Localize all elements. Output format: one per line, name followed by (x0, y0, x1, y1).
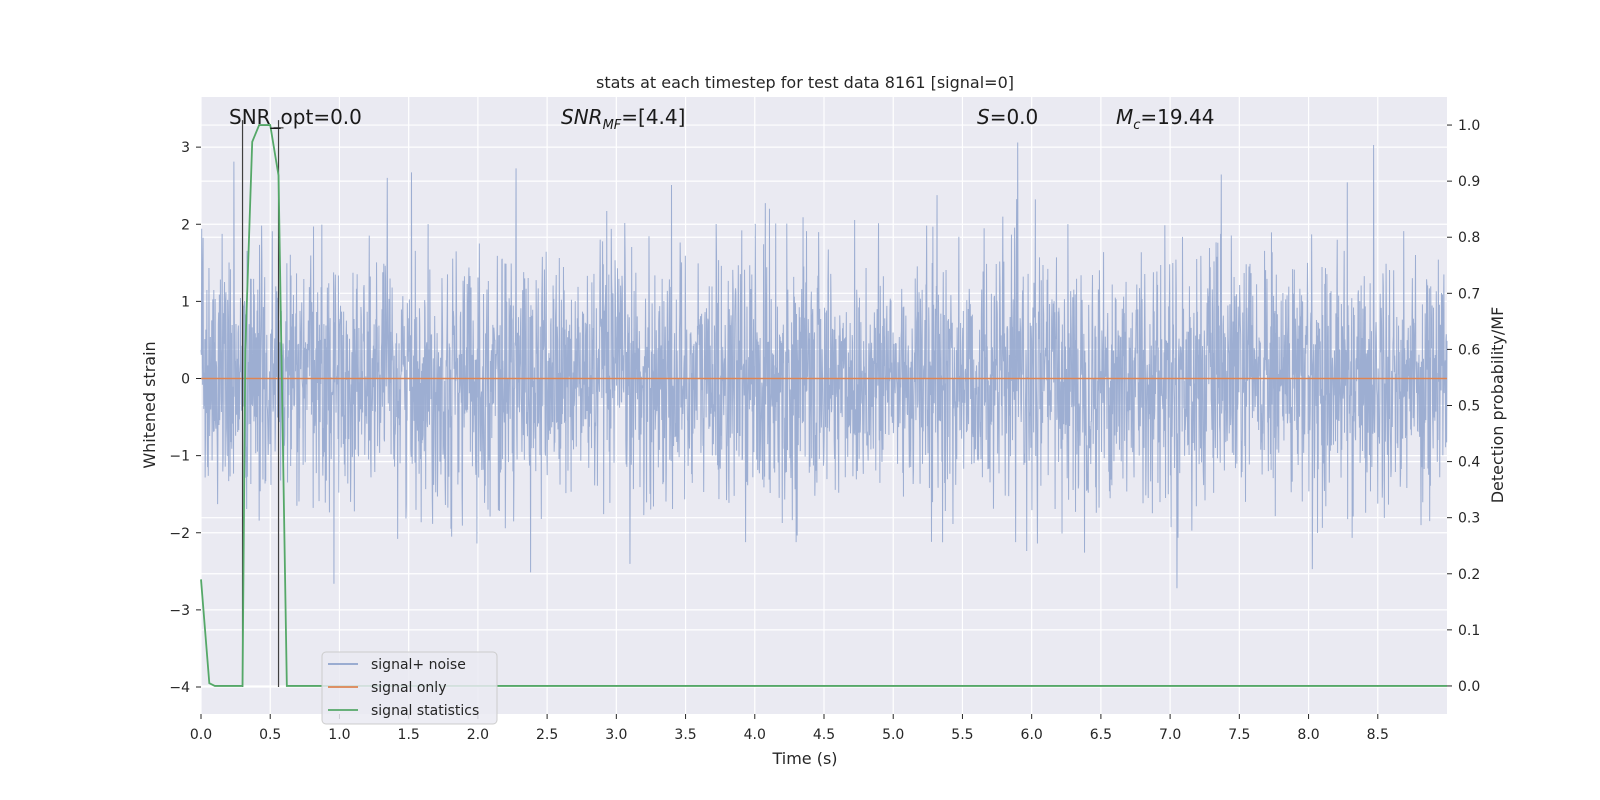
annotation-snr-mf: SNRMF=[4.4] (561, 105, 685, 133)
y-axis-left-ticks: 3 2 1 0 −1 −2 −3 −4 (169, 140, 201, 696)
x-tick-label-7.5: 7.5 (1228, 727, 1250, 743)
y-left-tick-label--3: −3 (169, 603, 190, 619)
y-left-tick-label-2: 2 (181, 217, 190, 233)
y-right-tick-label-0.4: 0.4 (1458, 455, 1480, 471)
annotation-mc: Mc=19.44 (1116, 105, 1214, 133)
x-tick-label-7.0: 7.0 (1159, 727, 1181, 743)
annotation-mc-value: =19.44 (1140, 105, 1214, 129)
x-tick-label-6.0: 6.0 (1021, 727, 1043, 743)
x-tick-label-4.5: 4.5 (813, 727, 835, 743)
x-tick-label-2.5: 2.5 (536, 727, 558, 743)
x-tick-label-5.5: 5.5 (951, 727, 973, 743)
x-tick-label-8.5: 8.5 (1367, 727, 1389, 743)
x-axis-ticks: 0.0 0.5 1.0 1.5 2.0 2.5 3.0 3.5 4.0 4.5 5.0 5.5 6.0 6… (190, 714, 1389, 743)
y-left-tick-label-0: 0 (181, 372, 190, 388)
annotation-snr-mf-value: =[4.4] (621, 105, 685, 129)
y-axis-right-ticks: 1.0 0.9 0.8 0.7 0.6 0.5 0.4 0.3 0.2 0.1 0.0 (1447, 118, 1480, 695)
y-right-tick-label-0.7: 0.7 (1458, 286, 1480, 302)
x-tick-label-4.0: 4.0 (744, 727, 766, 743)
legend-label-signal-only: signal only (371, 680, 446, 696)
y-right-tick-label-0.9: 0.9 (1458, 174, 1480, 190)
legend-box (321, 651, 498, 725)
y-left-tick-label--4: −4 (169, 680, 190, 696)
annotation-s-stat: S=0.0 (977, 105, 1038, 129)
x-tick-label-2.0: 2.0 (467, 727, 489, 743)
y-right-tick-label-0.8: 0.8 (1458, 230, 1480, 246)
y-axis-left-label: Whitened strain (140, 341, 159, 468)
chart-title: stats at each timestep for test data 816… (596, 73, 1014, 92)
series-signal-plus-noise (200, 142, 1448, 589)
x-tick-label-5.0: 5.0 (882, 727, 904, 743)
line-signal-statistics (200, 124, 1447, 687)
x-tick-label-3.0: 3.0 (605, 727, 627, 743)
legend-label-signal-statistics: signal statistics (371, 703, 479, 719)
y-axis-right-label: Detection probability/MF (1488, 307, 1507, 504)
y-left-tick-label--1: −1 (169, 449, 190, 465)
y-right-tick-label-0.0: 0.0 (1458, 679, 1480, 695)
series-overlays (200, 120, 1447, 688)
x-tick-label-1.0: 1.0 (328, 727, 350, 743)
y-right-tick-label-0.2: 0.2 (1458, 567, 1480, 583)
x-tick-label-0.0: 0.0 (190, 727, 212, 743)
y-right-tick-label-1.0: 1.0 (1458, 118, 1480, 134)
annotation-s-stat-value: =0.0 (990, 105, 1039, 129)
annotation-snr-opt: SNR_opt=0.0 (229, 105, 362, 129)
x-tick-label-6.5: 6.5 (1090, 727, 1112, 743)
legend-label-signal-plus-noise: signal+ noise (371, 657, 466, 673)
x-axis-label: Time (s) (771, 749, 837, 768)
line-signal-plus-noise (200, 142, 1448, 589)
x-tick-label-1.5: 1.5 (398, 727, 420, 743)
x-tick-label-8.0: 8.0 (1297, 727, 1319, 743)
y-right-tick-label-0.3: 0.3 (1458, 511, 1480, 527)
legend: signal+ noise signal only signal statist… (321, 651, 498, 725)
y-right-tick-label-0.5: 0.5 (1458, 399, 1480, 415)
x-tick-label-0.5: 0.5 (259, 727, 281, 743)
y-left-tick-label--2: −2 (169, 526, 190, 542)
y-left-tick-label-1: 1 (181, 294, 190, 310)
x-tick-label-3.5: 3.5 (674, 727, 696, 743)
y-right-tick-label-0.6: 0.6 (1458, 342, 1480, 358)
y-left-tick-label-3: 3 (181, 140, 190, 156)
y-right-tick-label-0.1: 0.1 (1458, 623, 1480, 639)
